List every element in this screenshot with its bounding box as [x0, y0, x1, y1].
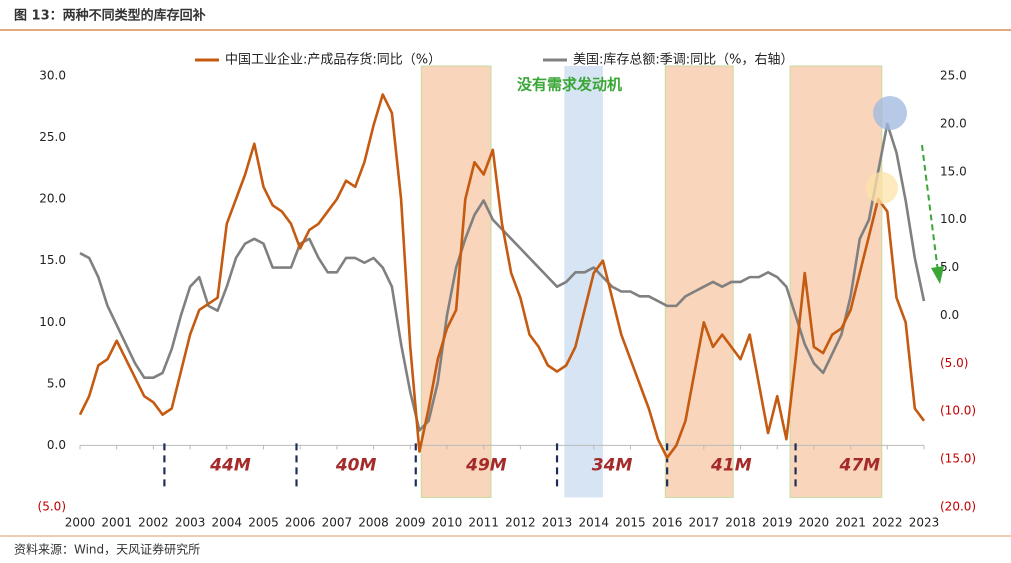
- x-tick-label: 2014: [578, 516, 609, 530]
- y2-tick-label: 15.0: [940, 164, 967, 178]
- plot: 2000 2001 2002 2003 2004 2005 2006 2007 2008 2009…: [38, 52, 977, 530]
- legend-label: 中国工业企业:产成品存货:同比（%）: [225, 52, 441, 68]
- x-tick-label: 2017: [689, 516, 720, 530]
- y2-tick-label: (20.0): [940, 500, 976, 514]
- y-tick-label: 10.0: [39, 315, 66, 329]
- chart-title: 图 13：两种不同类型的库存回补: [14, 8, 206, 24]
- y2-tick-label: 0.0: [940, 308, 959, 322]
- x-tick-label: 2023: [909, 516, 940, 530]
- y2-tick-label: (10.0): [940, 404, 976, 418]
- highlight-circle: [873, 96, 907, 130]
- y-tick-label: (5.0): [38, 500, 66, 514]
- x-tick-label: 2015: [615, 516, 646, 530]
- regions: [420, 65, 883, 498]
- shaded-region: [564, 66, 603, 498]
- y2-tick-label: (5.0): [940, 356, 968, 370]
- shaded-region: [420, 65, 492, 498]
- x-tick-label: 2003: [175, 516, 206, 530]
- arrow-head: [931, 266, 944, 284]
- x-tick-label: 2000: [65, 516, 96, 530]
- x-tick-label: 2010: [432, 516, 463, 530]
- legend-label: 美国:库存总额:季调:同比（%，右轴）: [573, 52, 794, 68]
- x-tick-label: 2016: [652, 516, 683, 530]
- y-tick-label: 30.0: [39, 69, 66, 83]
- shaded-region: [664, 65, 734, 498]
- x-tick-label: 2008: [358, 516, 389, 530]
- cycle-label: 41M: [710, 455, 752, 475]
- source: 资料来源：Wind，天风证券研究所: [14, 542, 200, 557]
- x-tick-label: 2004: [212, 516, 243, 530]
- cycle-label: 44M: [209, 455, 251, 475]
- cycle-label: 47M: [838, 455, 880, 475]
- y2-tick-label: 5.0: [940, 260, 959, 274]
- y-tick-label: 5.0: [47, 376, 66, 390]
- x-tick-label: 2013: [542, 516, 573, 530]
- x-tick-label: 2009: [395, 516, 426, 530]
- x-tick-label: 2012: [505, 516, 536, 530]
- y2-tick-label: 10.0: [940, 212, 967, 226]
- arrow: [921, 144, 939, 273]
- y-tick-label: 0.0: [47, 438, 66, 452]
- y-tick-label: 20.0: [39, 192, 66, 206]
- x-tick-label: 2019: [762, 516, 793, 530]
- x-tick-label: 2006: [285, 516, 316, 530]
- y2-tick-label: (15.0): [940, 452, 976, 466]
- y2-tick-label: 25.0: [940, 69, 967, 83]
- x-tick-label: 2005: [248, 516, 279, 530]
- x-tick-label: 2001: [101, 516, 132, 530]
- series-line: [78, 93, 926, 460]
- y2-tick-label: 20.0: [940, 116, 967, 130]
- y-tick-label: 25.0: [39, 130, 66, 144]
- y-tick-label: 15.0: [39, 253, 66, 267]
- cycle-label: 34M: [592, 455, 633, 475]
- x-tick-label: 2002: [138, 516, 169, 530]
- x-tick-label: 2007: [322, 516, 353, 530]
- x-tick-label: 2011: [468, 516, 499, 530]
- cycle-label: 49M: [465, 455, 507, 475]
- annotation: 没有需求发动机: [517, 76, 622, 94]
- cycle-label: 40M: [335, 455, 377, 475]
- x-tick-label: 2021: [835, 516, 866, 530]
- x-tick-label: 2018: [725, 516, 756, 530]
- x-tick-label: 2022: [872, 516, 903, 530]
- highlight-circle: [866, 172, 898, 204]
- x-tick-label: 2020: [799, 516, 830, 530]
